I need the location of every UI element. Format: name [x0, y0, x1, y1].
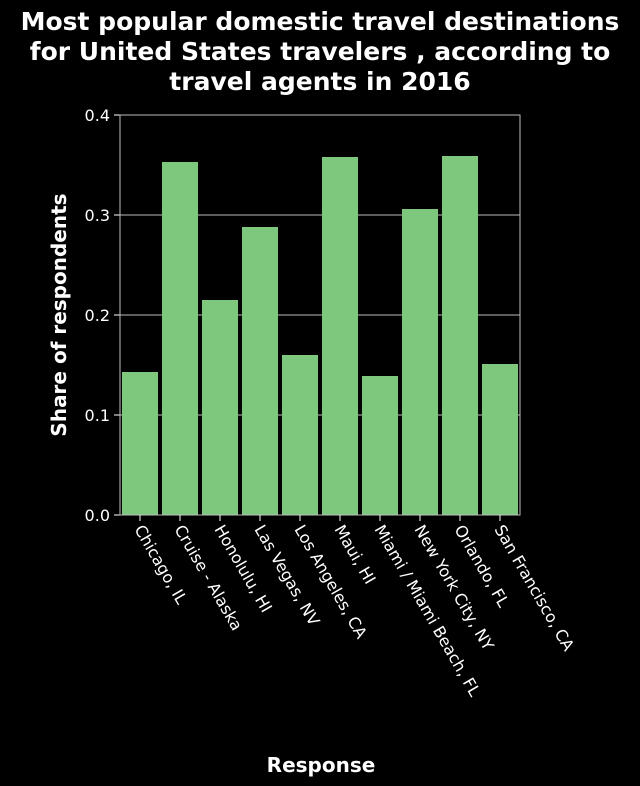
- x-axis-label: Response: [267, 753, 376, 777]
- y-tick-label: 0.2: [85, 306, 110, 325]
- y-tick-label: 0.0: [85, 506, 110, 525]
- bar: [282, 355, 318, 515]
- y-tick-label: 0.1: [85, 406, 110, 425]
- y-axis-label: Share of respondents: [47, 193, 71, 436]
- chart-title-line-1: Most popular domestic travel destination…: [21, 7, 620, 36]
- bar: [442, 156, 478, 515]
- bar: [162, 162, 198, 515]
- bar: [322, 157, 358, 515]
- y-tick-label: 0.4: [85, 106, 110, 125]
- y-tick-label: 0.3: [85, 206, 110, 225]
- chart-title-line-2: for United States travelers , according …: [30, 37, 611, 66]
- bars: [122, 156, 518, 515]
- bar: [202, 300, 238, 515]
- axes: [114, 114, 521, 521]
- chart-title-line-3: travel agents in 2016: [169, 67, 470, 96]
- bar: [402, 209, 438, 515]
- y-tick-labels: 0.0 0.1 0.2 0.3 0.4: [85, 106, 110, 525]
- bar: [242, 227, 278, 515]
- bar: [482, 364, 518, 515]
- plot-frame: [119, 114, 521, 516]
- bar: [362, 376, 398, 515]
- bar: [122, 372, 158, 515]
